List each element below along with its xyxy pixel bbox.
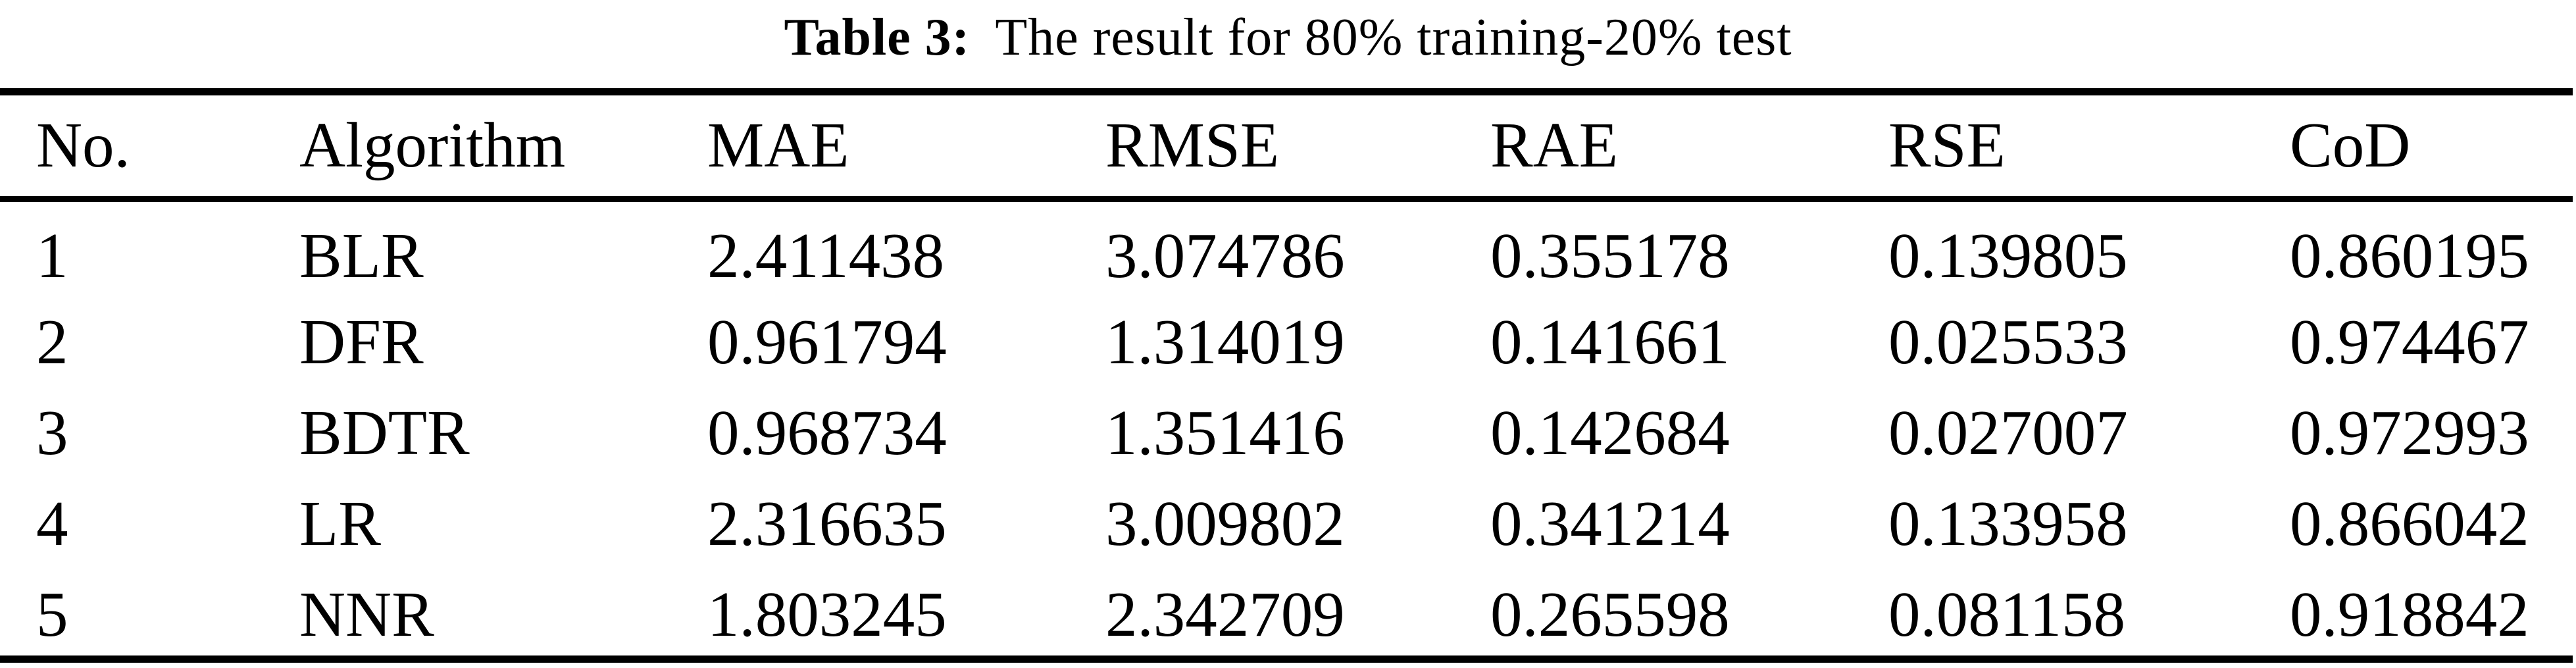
- table-row: 4 LR 2.316635 3.009802 0.341214 0.133958…: [0, 484, 2576, 563]
- cell-rse: 0.081158: [1888, 578, 2126, 650]
- cell-cod: 0.974467: [2290, 306, 2529, 377]
- cell-rmse: 3.074786: [1105, 220, 1345, 291]
- cell-rmse: 2.342709: [1105, 578, 1345, 650]
- cell-algorithm: NNR: [299, 578, 434, 650]
- table-row: 3 BDTR 0.968734 1.351416 0.142684 0.0270…: [0, 393, 2576, 472]
- cell-cod: 0.918842: [2290, 578, 2529, 650]
- cell-cod: 0.866042: [2290, 488, 2529, 559]
- cell-mae: 0.961794: [707, 306, 947, 377]
- table-row: 2 DFR 0.961794 1.314019 0.141661 0.02553…: [0, 302, 2576, 381]
- table-row: 1 BLR 2.411438 3.074786 0.355178 0.13980…: [0, 216, 2576, 295]
- table-header-rule: [0, 196, 2573, 202]
- cell-rae: 0.142684: [1490, 397, 1730, 468]
- cell-rse: 0.133958: [1888, 488, 2128, 559]
- cell-mae: 2.411438: [707, 220, 945, 291]
- column-header-mae: MAE: [707, 109, 849, 180]
- cell-no: 4: [36, 488, 68, 559]
- column-header-algorithm: Algorithm: [299, 109, 566, 180]
- table-caption: Table 3: The result for 80% training-20%…: [0, 0, 2576, 76]
- cell-algorithm: BLR: [299, 220, 424, 291]
- cell-mae: 2.316635: [707, 488, 947, 559]
- cell-mae: 0.968734: [707, 397, 947, 468]
- cell-rae: 0.341214: [1490, 488, 1730, 559]
- column-header-no: No.: [36, 109, 130, 180]
- cell-rae: 0.141661: [1490, 306, 1730, 377]
- cell-no: 2: [36, 306, 68, 377]
- cell-cod: 0.972993: [2290, 397, 2529, 468]
- cell-no: 5: [36, 578, 68, 650]
- cell-rae: 0.355178: [1490, 220, 1730, 291]
- cell-algorithm: DFR: [299, 306, 424, 377]
- column-header-rse: RSE: [1888, 109, 2006, 180]
- column-header-rae: RAE: [1490, 109, 1618, 180]
- column-header-rmse: RMSE: [1105, 109, 1280, 180]
- cell-rmse: 1.314019: [1105, 306, 1345, 377]
- table-header-row: No. Algorithm MAE RMSE RAE RSE CoD: [0, 105, 2576, 184]
- table-row: 5 NNR 1.803245 2.342709 0.265598 0.08115…: [0, 575, 2576, 654]
- table-bottom-rule: [0, 655, 2573, 663]
- cell-rse: 0.027007: [1888, 397, 2128, 468]
- table-top-rule: [0, 88, 2573, 95]
- cell-no: 3: [36, 397, 68, 468]
- cell-rse: 0.025533: [1888, 306, 2128, 377]
- cell-algorithm: BDTR: [299, 397, 470, 468]
- cell-rae: 0.265598: [1490, 578, 1730, 650]
- cell-rse: 0.139805: [1888, 220, 2128, 291]
- cell-algorithm: LR: [299, 488, 381, 559]
- cell-no: 1: [36, 220, 68, 291]
- cell-mae: 1.803245: [707, 578, 947, 650]
- cell-rmse: 3.009802: [1105, 488, 1345, 559]
- cell-rmse: 1.351416: [1105, 397, 1345, 468]
- column-header-cod: CoD: [2290, 109, 2411, 180]
- cell-cod: 0.860195: [2290, 220, 2529, 291]
- table-caption-label: Table 3:: [784, 9, 971, 66]
- table-caption-text: The result for 80% training-20% test: [995, 9, 1792, 66]
